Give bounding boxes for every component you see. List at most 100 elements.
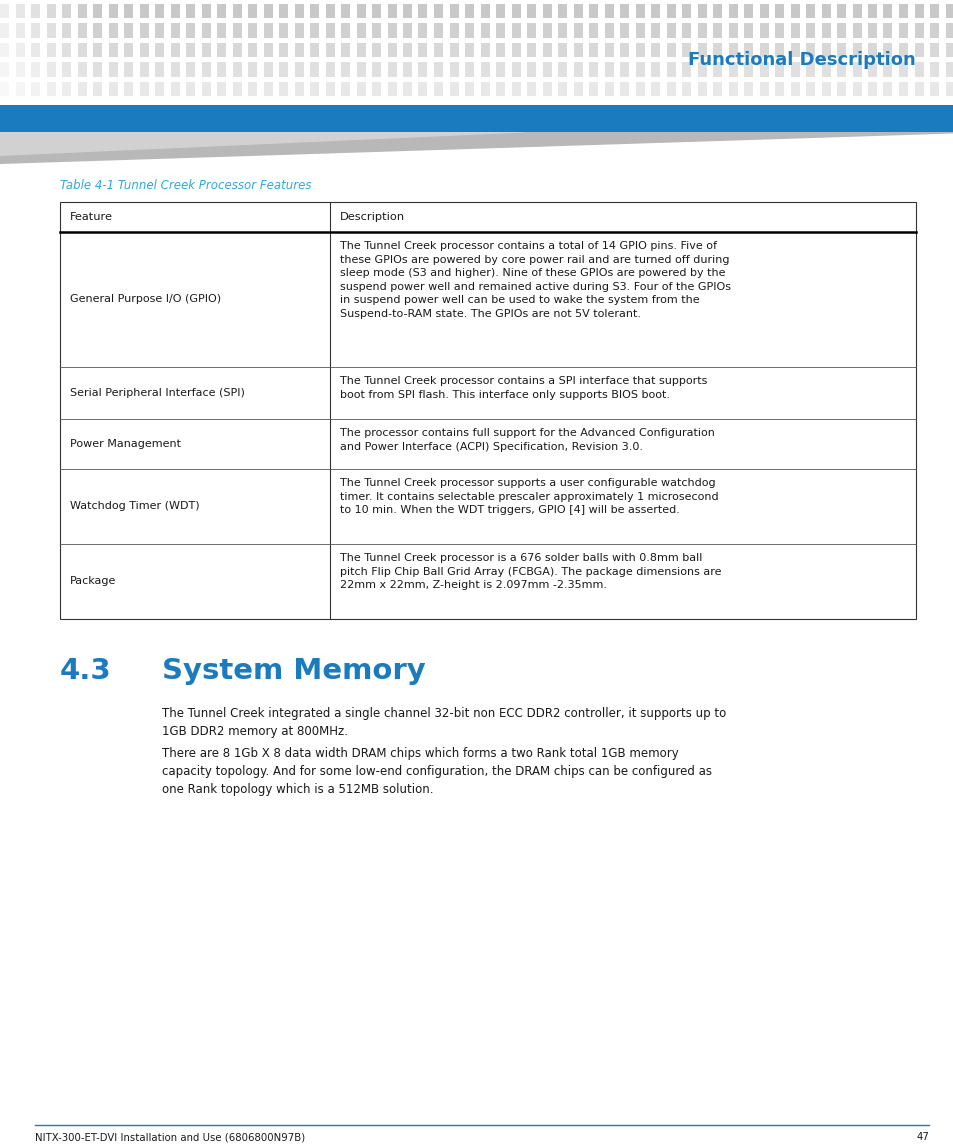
Bar xyxy=(650,3,659,18)
Bar xyxy=(171,3,179,18)
Bar xyxy=(712,63,721,77)
Bar xyxy=(914,63,923,77)
Bar xyxy=(30,82,40,96)
Bar xyxy=(201,44,211,57)
Bar xyxy=(929,44,938,57)
Bar xyxy=(790,82,799,96)
Text: There are 8 1Gb X 8 data width DRAM chips which forms a two Rank total 1GB memor: There are 8 1Gb X 8 data width DRAM chip… xyxy=(162,747,711,796)
Bar xyxy=(124,63,132,77)
Bar xyxy=(867,82,876,96)
Bar xyxy=(542,63,551,77)
Bar xyxy=(914,3,923,18)
Bar xyxy=(387,24,396,38)
Bar xyxy=(496,82,504,96)
Bar xyxy=(480,82,489,96)
Bar xyxy=(60,202,915,619)
Bar xyxy=(882,3,892,18)
Bar xyxy=(139,63,149,77)
Bar xyxy=(216,82,226,96)
Bar xyxy=(619,3,628,18)
Bar xyxy=(588,44,598,57)
Bar xyxy=(434,3,442,18)
Bar xyxy=(666,82,675,96)
Bar xyxy=(836,63,845,77)
Bar xyxy=(635,63,644,77)
Bar xyxy=(805,82,814,96)
Text: NITX-300-ET-DVI Installation and Use (6806800N97B): NITX-300-ET-DVI Installation and Use (68… xyxy=(35,1132,305,1142)
Bar xyxy=(418,82,427,96)
Text: Watchdog Timer (WDT): Watchdog Timer (WDT) xyxy=(70,502,199,512)
Bar xyxy=(914,44,923,57)
Bar xyxy=(666,63,675,77)
Bar xyxy=(635,44,644,57)
Bar xyxy=(944,44,953,57)
Bar xyxy=(186,82,194,96)
Bar xyxy=(449,63,458,77)
Bar xyxy=(372,82,380,96)
Bar xyxy=(697,63,706,77)
Bar xyxy=(480,3,489,18)
Bar xyxy=(449,82,458,96)
Text: The Tunnel Creek processor contains a SPI interface that supports
boot from SPI : The Tunnel Creek processor contains a SP… xyxy=(339,376,706,400)
Bar xyxy=(30,24,40,38)
Bar xyxy=(619,82,628,96)
Bar xyxy=(216,44,226,57)
Bar xyxy=(109,82,117,96)
Bar xyxy=(743,44,752,57)
Bar xyxy=(774,3,783,18)
Bar xyxy=(154,44,164,57)
Bar xyxy=(774,24,783,38)
Bar xyxy=(759,24,768,38)
Bar xyxy=(882,63,892,77)
Bar xyxy=(325,44,335,57)
Bar xyxy=(310,24,318,38)
Bar xyxy=(356,63,365,77)
Bar xyxy=(558,44,566,57)
Bar xyxy=(294,24,303,38)
Bar xyxy=(248,63,256,77)
Bar xyxy=(558,24,566,38)
Bar xyxy=(418,24,427,38)
Text: Functional Description: Functional Description xyxy=(687,50,915,69)
Bar xyxy=(759,3,768,18)
Text: System Memory: System Memory xyxy=(162,657,425,685)
Bar xyxy=(310,82,318,96)
Bar xyxy=(77,3,87,18)
Bar xyxy=(356,24,365,38)
Bar xyxy=(728,3,737,18)
Bar xyxy=(109,44,117,57)
Text: Power Management: Power Management xyxy=(70,439,181,449)
Bar xyxy=(47,3,55,18)
Bar xyxy=(852,24,861,38)
Bar xyxy=(821,63,830,77)
Bar xyxy=(248,24,256,38)
Bar xyxy=(0,24,9,38)
Bar xyxy=(278,3,288,18)
Bar xyxy=(681,3,690,18)
Bar xyxy=(434,44,442,57)
Bar xyxy=(340,44,350,57)
Bar xyxy=(944,63,953,77)
Bar xyxy=(681,44,690,57)
Bar xyxy=(0,63,9,77)
Bar xyxy=(139,3,149,18)
Bar xyxy=(588,3,598,18)
Text: The processor contains full support for the Advanced Configuration
and Power Int: The processor contains full support for … xyxy=(339,428,714,451)
Bar xyxy=(604,63,613,77)
Bar xyxy=(650,82,659,96)
Bar xyxy=(434,63,442,77)
Bar xyxy=(0,3,9,18)
Bar xyxy=(697,44,706,57)
Bar xyxy=(0,105,953,132)
Bar xyxy=(805,63,814,77)
Bar xyxy=(681,82,690,96)
Bar xyxy=(790,63,799,77)
Bar xyxy=(526,24,536,38)
Bar xyxy=(0,82,9,96)
Bar xyxy=(139,44,149,57)
Bar xyxy=(340,24,350,38)
Bar xyxy=(588,24,598,38)
Bar xyxy=(542,44,551,57)
Bar xyxy=(496,44,504,57)
Bar xyxy=(836,3,845,18)
